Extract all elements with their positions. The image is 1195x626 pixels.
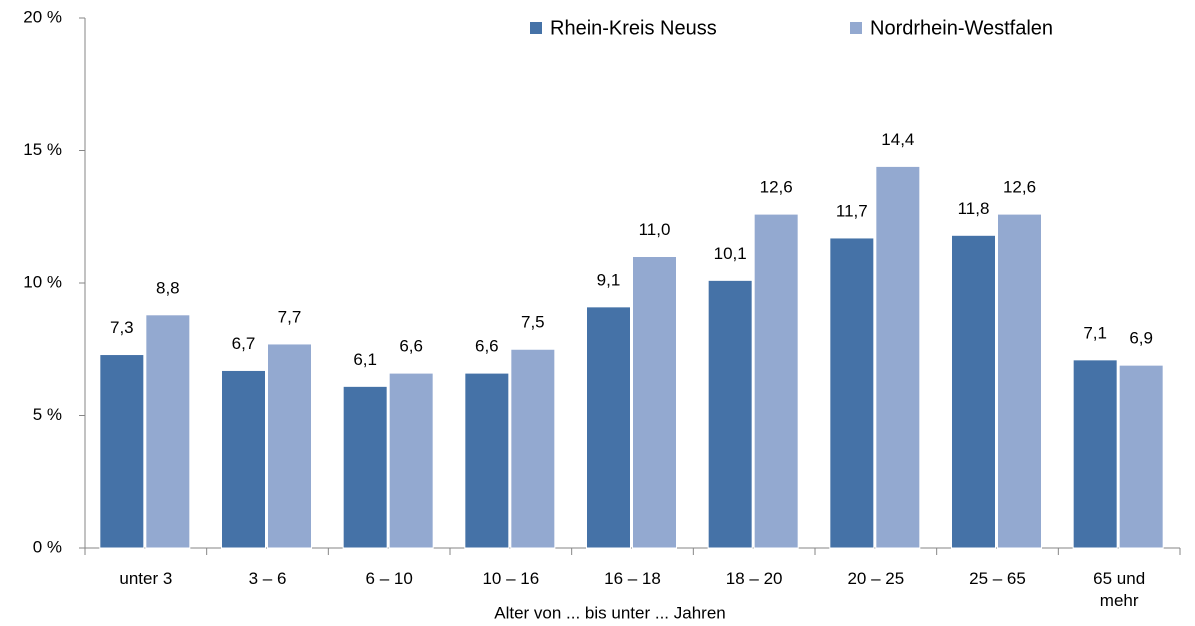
data-label: 9,1 bbox=[597, 270, 621, 289]
data-label: 14,4 bbox=[881, 130, 914, 149]
data-label: 11,7 bbox=[836, 201, 868, 220]
bar bbox=[586, 306, 631, 549]
x-tick-label: 3 – 6 bbox=[248, 569, 287, 588]
x-tick-label: 65 und mehr bbox=[1093, 569, 1146, 610]
legend-label: Rhein-Kreis Neuss bbox=[550, 17, 717, 39]
bar bbox=[221, 369, 266, 549]
y-tick-label: 15 % bbox=[23, 140, 62, 159]
data-label: 11,8 bbox=[958, 199, 990, 218]
x-tick-label: 10 – 16 bbox=[482, 569, 540, 588]
bar bbox=[1072, 359, 1118, 549]
bar bbox=[342, 385, 388, 549]
legend-label: Nordrhein-Westfalen bbox=[870, 17, 1053, 39]
bar bbox=[707, 279, 753, 549]
data-label: 6,9 bbox=[1129, 329, 1153, 348]
bar bbox=[951, 234, 996, 549]
data-label: 12,6 bbox=[760, 178, 793, 197]
data-label: 7,7 bbox=[278, 307, 302, 326]
legend-swatch bbox=[530, 22, 542, 34]
bar bbox=[829, 237, 875, 549]
data-label: 7,5 bbox=[521, 313, 545, 332]
bar bbox=[997, 213, 1042, 549]
x-tick-label: 20 – 25 bbox=[847, 569, 905, 588]
bar bbox=[464, 372, 510, 549]
legend-swatch bbox=[850, 22, 862, 34]
data-label: 7,1 bbox=[1083, 323, 1107, 342]
data-label: 6,1 bbox=[353, 350, 377, 369]
y-tick-label: 20 % bbox=[23, 7, 62, 26]
data-label: 8,8 bbox=[156, 278, 180, 297]
bar bbox=[388, 372, 434, 549]
bar bbox=[145, 314, 191, 549]
y-tick-label: 0 % bbox=[33, 537, 62, 556]
y-tick-label: 5 % bbox=[33, 405, 62, 424]
x-tick-label: 18 – 20 bbox=[725, 569, 783, 588]
data-label: 7,3 bbox=[110, 318, 134, 337]
data-label: 6,7 bbox=[232, 334, 256, 353]
bar bbox=[753, 213, 799, 549]
data-label: 6,6 bbox=[475, 337, 499, 356]
x-tick-label: 16 – 18 bbox=[604, 569, 661, 588]
x-tick-label: unter 3 bbox=[119, 569, 173, 588]
bar bbox=[875, 165, 921, 549]
x-tick-label: 6 – 10 bbox=[365, 569, 413, 588]
data-label: 12,6 bbox=[1003, 178, 1036, 197]
bar bbox=[632, 256, 677, 549]
bar bbox=[99, 354, 145, 549]
y-tick-label: 10 % bbox=[23, 272, 62, 291]
bar bbox=[267, 343, 312, 549]
data-label: 10,1 bbox=[714, 244, 747, 263]
bar bbox=[1118, 364, 1164, 549]
bar bbox=[510, 348, 556, 549]
data-label: 6,6 bbox=[399, 337, 423, 356]
x-axis-title: Alter von ... bis unter ... Jahren bbox=[494, 603, 726, 622]
x-tick-label: 25 – 65 bbox=[969, 569, 1026, 588]
data-label: 11,0 bbox=[639, 220, 671, 239]
